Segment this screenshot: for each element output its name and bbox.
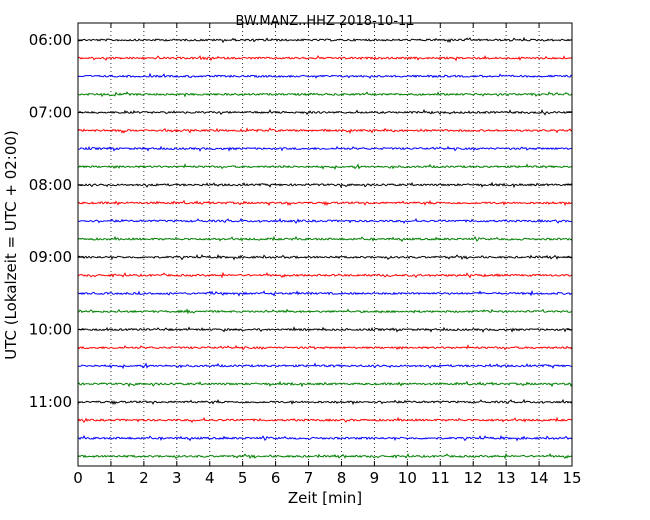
y-tick-label: 06:00 bbox=[29, 31, 72, 49]
trace-1045 bbox=[77, 380, 573, 388]
trace-0830 bbox=[77, 217, 573, 224]
chart-title: BW.MANZ..HHZ 2018-10-11 bbox=[235, 14, 414, 29]
trace-0645 bbox=[77, 91, 573, 98]
x-tick-label: 3 bbox=[172, 469, 182, 487]
x-tick-label: 5 bbox=[238, 469, 248, 487]
x-tick-label: 8 bbox=[337, 469, 347, 487]
x-axis-ticks: 0 1 2 3 4 5 6 7 8 9 10 11 12 13 14 15 bbox=[73, 23, 582, 487]
x-tick-label: 6 bbox=[271, 469, 281, 487]
trace-1115 bbox=[77, 416, 573, 423]
trace-0700 bbox=[77, 108, 573, 116]
x-tick-label: 7 bbox=[304, 469, 314, 487]
trace-0745 bbox=[77, 163, 573, 171]
seismic-traces bbox=[77, 36, 573, 460]
trace-0915 bbox=[77, 271, 573, 279]
trace-1015 bbox=[77, 344, 573, 351]
y-tick-label: 08:00 bbox=[29, 176, 72, 194]
trace-0615 bbox=[77, 54, 573, 62]
x-tick-label: 13 bbox=[497, 469, 516, 487]
y-axis-label: UTC (Lokalzeit = UTC + 02:00) bbox=[2, 130, 20, 360]
trace-1100 bbox=[77, 398, 573, 406]
x-tick-label: 10 bbox=[398, 469, 417, 487]
x-tick-label: 15 bbox=[562, 469, 581, 487]
trace-0815 bbox=[77, 199, 573, 207]
x-tick-label: 11 bbox=[431, 469, 450, 487]
x-tick-label: 1 bbox=[106, 469, 116, 487]
grid-lines bbox=[110, 23, 540, 466]
trace-0930 bbox=[77, 289, 573, 297]
y-axis-ticks: 06:00 07:00 08:00 09:00 10:00 11:00 bbox=[29, 31, 572, 411]
trace-0945 bbox=[77, 308, 572, 315]
x-tick-label: 9 bbox=[370, 469, 380, 487]
x-tick-label: 2 bbox=[139, 469, 149, 487]
trace-1030 bbox=[77, 362, 572, 370]
trace-0800 bbox=[77, 181, 573, 189]
y-tick-label: 07:00 bbox=[29, 103, 72, 121]
x-tick-label: 0 bbox=[73, 469, 83, 487]
x-tick-label: 4 bbox=[205, 469, 215, 487]
x-tick-label: 14 bbox=[530, 469, 549, 487]
x-axis-label: Zeit [min] bbox=[288, 489, 362, 507]
trace-0715 bbox=[77, 127, 573, 135]
x-tick-label: 12 bbox=[464, 469, 483, 487]
y-tick-label: 09:00 bbox=[29, 248, 72, 266]
trace-0845 bbox=[77, 235, 573, 243]
trace-1130 bbox=[77, 434, 573, 442]
y-tick-label: 11:00 bbox=[29, 393, 72, 411]
trace-1145 bbox=[77, 452, 573, 460]
trace-0600 bbox=[77, 36, 573, 44]
y-tick-label: 10:00 bbox=[29, 321, 72, 339]
plot-frame bbox=[77, 22, 573, 467]
trace-0630 bbox=[77, 72, 573, 79]
trace-0900 bbox=[77, 253, 573, 261]
trace-0730 bbox=[78, 145, 573, 152]
trace-1000 bbox=[77, 326, 573, 333]
